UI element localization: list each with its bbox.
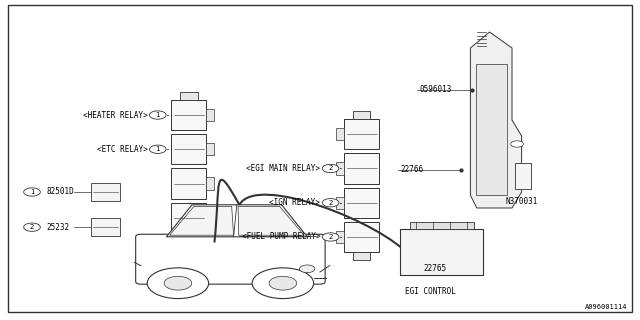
Circle shape [269, 276, 297, 290]
Circle shape [24, 223, 40, 231]
Text: 0596013: 0596013 [419, 85, 452, 94]
FancyBboxPatch shape [344, 188, 380, 218]
Polygon shape [166, 205, 307, 237]
Text: 25232: 25232 [46, 223, 69, 232]
Bar [206, 212, 214, 224]
Bar [180, 233, 198, 241]
Bar [337, 231, 344, 243]
Text: 1: 1 [29, 189, 35, 195]
FancyBboxPatch shape [172, 168, 206, 199]
Bar [206, 109, 214, 121]
Bar [206, 178, 214, 190]
Circle shape [252, 268, 314, 299]
Bar [337, 196, 344, 209]
Text: 2: 2 [328, 165, 333, 172]
Circle shape [24, 188, 40, 196]
Text: <EGI MAIN RELAY>: <EGI MAIN RELAY> [246, 164, 320, 173]
Text: 2: 2 [30, 224, 34, 230]
Bar [353, 111, 371, 119]
Text: 2: 2 [328, 234, 333, 240]
FancyBboxPatch shape [172, 134, 206, 164]
Text: N370031: N370031 [506, 197, 538, 206]
Polygon shape [470, 32, 522, 208]
Text: EGI CONTROL: EGI CONTROL [404, 287, 456, 296]
Text: A096001114: A096001114 [585, 304, 627, 310]
FancyBboxPatch shape [172, 100, 206, 130]
Text: <IGN RELAY>: <IGN RELAY> [269, 198, 320, 207]
FancyBboxPatch shape [344, 222, 380, 252]
Circle shape [511, 141, 524, 147]
Bar [353, 252, 371, 260]
Bar [337, 128, 344, 140]
Polygon shape [476, 64, 507, 195]
FancyBboxPatch shape [136, 234, 325, 284]
Bar [410, 222, 474, 229]
Polygon shape [170, 206, 234, 235]
Circle shape [147, 268, 209, 299]
Circle shape [300, 265, 315, 273]
Circle shape [322, 164, 339, 173]
Circle shape [149, 145, 166, 153]
Circle shape [322, 233, 339, 241]
Bar [400, 229, 483, 275]
Text: <FUEL PUMP RELAY>: <FUEL PUMP RELAY> [242, 232, 320, 242]
Text: 1: 1 [156, 112, 160, 118]
FancyBboxPatch shape [344, 153, 380, 184]
Text: 1: 1 [156, 146, 160, 152]
Bar [206, 143, 214, 156]
Text: 82501D: 82501D [46, 188, 74, 196]
Circle shape [322, 198, 339, 207]
Bar [180, 92, 198, 100]
FancyBboxPatch shape [172, 203, 206, 233]
Text: <ETC RELAY>: <ETC RELAY> [97, 145, 147, 154]
Text: 22766: 22766 [400, 165, 423, 174]
Text: 2: 2 [328, 200, 333, 206]
Text: <HEATER RELAY>: <HEATER RELAY> [83, 110, 147, 120]
Circle shape [149, 111, 166, 119]
Bar [91, 183, 120, 201]
Text: 22765: 22765 [424, 264, 447, 273]
Bar [515, 163, 531, 189]
Bar [91, 219, 120, 236]
Polygon shape [238, 206, 304, 235]
Bar [337, 162, 344, 175]
Circle shape [164, 276, 192, 290]
FancyBboxPatch shape [344, 119, 380, 149]
